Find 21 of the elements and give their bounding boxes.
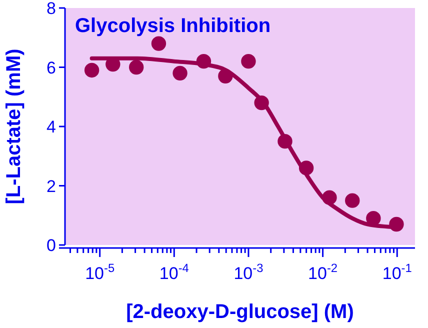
y-axis-title: [L-Lactate] (mM) <box>3 48 25 204</box>
point <box>366 210 381 226</box>
y-tick-label: 4 <box>46 118 56 137</box>
x-tick-label: 10$^{-3}$ <box>234 261 264 283</box>
point <box>84 62 100 78</box>
x-axis-title: [2-deoxy-D-glucose] (M) <box>126 301 354 323</box>
y-tick-label: 8 <box>46 0 56 18</box>
point <box>389 216 404 232</box>
point <box>322 190 337 205</box>
point <box>128 60 144 75</box>
y-tick-label: 2 <box>46 176 56 196</box>
chart-title: Glycolysis Inhibition <box>75 15 271 37</box>
point <box>345 193 360 208</box>
y-tick-label: 0 <box>46 236 56 256</box>
x-tick-label: 10$^{-5}$ <box>85 261 115 283</box>
y-tick-label: 6 <box>46 58 56 78</box>
x-tick-label: 10$^{-1}$ <box>382 261 412 283</box>
point <box>151 36 166 51</box>
x-tick-label: 10$^{-4}$ <box>159 261 190 283</box>
x-tick-label: 10$^{-2}$ <box>308 261 338 283</box>
point <box>172 66 188 81</box>
